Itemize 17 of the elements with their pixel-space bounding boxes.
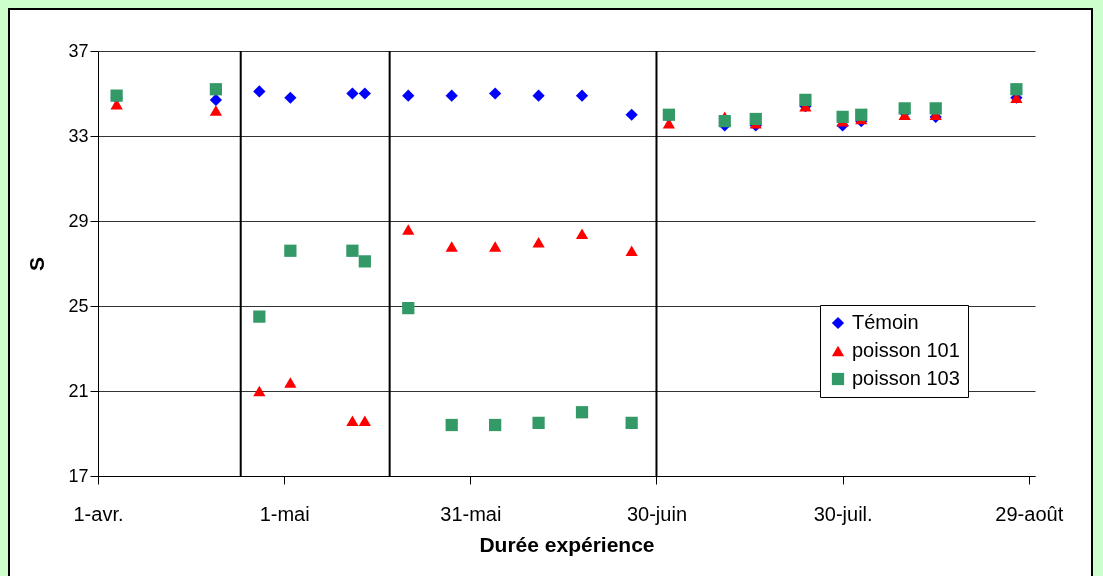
legend-label: poisson 101 — [852, 339, 960, 361]
y-axis-title: S — [25, 256, 49, 272]
x-tick-label: 1-mai — [259, 502, 310, 525]
x-tick-label: 29-août — [995, 502, 1064, 525]
y-tick-label: 21 — [68, 380, 89, 401]
y-tick-label: 37 — [68, 40, 89, 61]
y-tick-label: 25 — [68, 295, 89, 316]
x-tick-label: 30-juin — [626, 502, 687, 525]
x-tick-label: 30-juil. — [813, 502, 873, 525]
y-tick-label: 33 — [68, 125, 89, 146]
legend-label: poisson 103 — [852, 367, 960, 389]
x-tick-label: 31-mai — [440, 502, 502, 525]
y-tick-label: 29 — [68, 210, 89, 231]
y-tick-label: 17 — [68, 465, 89, 486]
x-axis-title: Durée expérience — [479, 532, 655, 556]
legend-label: Témoin — [852, 311, 919, 333]
x-tick-label: 1-avr. — [73, 502, 124, 525]
